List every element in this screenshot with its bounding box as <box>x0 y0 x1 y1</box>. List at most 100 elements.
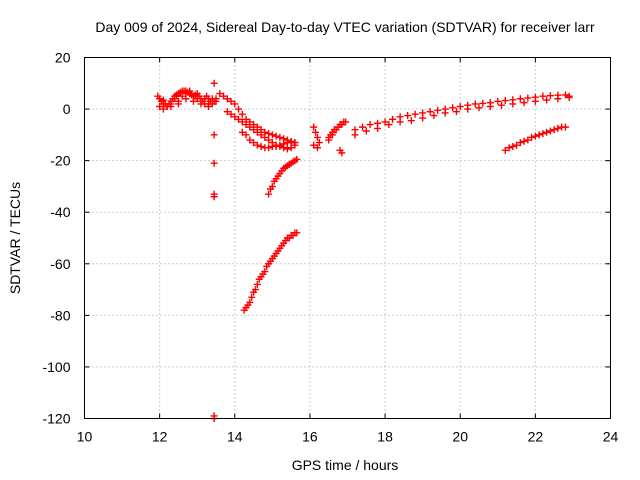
data-point <box>546 92 554 100</box>
x-tick-label: 14 <box>227 429 243 445</box>
data-point <box>212 97 220 105</box>
data-point <box>411 110 419 118</box>
data-point <box>501 97 509 105</box>
y-tick-label: 20 <box>55 50 71 66</box>
data-point <box>186 87 194 95</box>
data-point <box>174 100 182 108</box>
data-point <box>362 127 370 135</box>
data-point <box>359 123 367 131</box>
data-point <box>227 97 235 105</box>
data-point <box>246 123 254 131</box>
data-point <box>565 93 573 101</box>
data-point <box>494 97 502 105</box>
data-point <box>342 118 350 126</box>
data-point <box>246 136 254 144</box>
data-point <box>272 132 280 140</box>
data-point <box>223 108 231 116</box>
x-tick-label: 10 <box>77 429 93 445</box>
chart-title: Day 009 of 2024, Sidereal Day-to-day VTE… <box>95 19 595 35</box>
data-point <box>404 112 412 120</box>
data-point <box>546 127 554 135</box>
data-point <box>253 280 261 288</box>
data-point <box>265 130 273 138</box>
x-tick-label: 18 <box>377 429 393 445</box>
data-point <box>516 139 524 147</box>
data-point <box>434 106 442 114</box>
data-point <box>182 95 190 103</box>
data-point <box>268 131 276 139</box>
data-point <box>197 100 205 108</box>
data-point <box>238 128 246 136</box>
data-point <box>210 131 218 139</box>
data-point <box>253 128 261 136</box>
data-point <box>216 90 224 98</box>
data-point <box>220 92 228 100</box>
data-point <box>171 95 179 103</box>
data-point <box>531 97 539 105</box>
data-point <box>242 121 250 129</box>
data-point <box>310 123 318 131</box>
data-point <box>250 126 258 134</box>
data-point <box>452 108 460 116</box>
data-point <box>210 79 218 87</box>
data-point <box>550 126 558 134</box>
data-point <box>193 95 201 103</box>
data-point <box>257 142 265 150</box>
data-point <box>561 123 569 131</box>
data-point <box>471 100 479 108</box>
data-point <box>265 136 273 144</box>
x-tick-label: 24 <box>603 429 619 445</box>
data-point <box>223 95 231 103</box>
data-point <box>501 146 509 154</box>
data-point <box>315 139 323 147</box>
data-point <box>419 114 427 122</box>
x-tick-label: 20 <box>452 429 468 445</box>
data-point <box>156 102 164 110</box>
data-point <box>509 100 517 108</box>
data-point <box>475 104 483 112</box>
data-point <box>426 108 434 116</box>
data-point <box>325 133 333 141</box>
data-point <box>516 95 524 103</box>
data-point <box>498 101 506 109</box>
data-point <box>257 131 265 139</box>
y-tick-label: 0 <box>63 101 71 117</box>
data-point <box>528 133 536 141</box>
data-point <box>235 115 243 123</box>
data-point <box>238 110 246 118</box>
data-point <box>238 118 246 126</box>
plot-frame <box>84 57 611 419</box>
y-tick-label: -60 <box>50 256 70 272</box>
data-point <box>441 109 449 117</box>
data-point <box>385 121 393 129</box>
data-point <box>231 100 239 108</box>
data-point <box>189 97 197 105</box>
data-point <box>531 132 539 140</box>
data-point <box>280 140 288 148</box>
data-point <box>407 117 415 125</box>
data-point <box>261 133 269 141</box>
data-point <box>210 193 218 201</box>
data-point <box>561 91 569 99</box>
data-point <box>268 182 276 190</box>
data-point <box>554 124 562 132</box>
data-point <box>366 121 374 129</box>
y-tick-label: -40 <box>50 204 70 220</box>
data-point <box>204 100 212 108</box>
data-point <box>253 141 261 149</box>
data-point <box>272 142 280 150</box>
data-point <box>479 99 487 107</box>
data-point <box>210 159 218 167</box>
data-point <box>396 118 404 126</box>
data-point <box>539 130 547 138</box>
data-point <box>251 286 259 294</box>
x-axis-label: GPS time / hours <box>292 457 399 473</box>
data-point <box>261 268 269 276</box>
data-point <box>381 118 389 126</box>
data-point <box>313 144 321 152</box>
data-point <box>464 105 472 113</box>
data-point <box>486 102 494 110</box>
y-tick-label: -100 <box>42 359 70 375</box>
data-point <box>351 131 359 139</box>
